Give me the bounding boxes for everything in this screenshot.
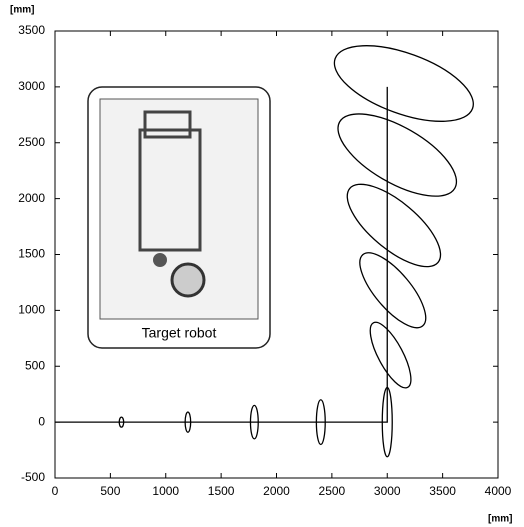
x-tick-label: 1000 <box>152 484 179 498</box>
y-tick-label: 3000 <box>18 79 45 93</box>
y-tick-label: 1500 <box>18 247 45 261</box>
y-axis-label: [mm] <box>10 5 34 16</box>
x-tick-label: 4000 <box>485 484 512 498</box>
y-tick-label: 3500 <box>18 23 45 37</box>
y-tick-label: 2000 <box>18 191 45 205</box>
robot-wheel <box>153 253 167 267</box>
x-tick-label: 3000 <box>374 484 401 498</box>
inset: Target robot <box>88 87 270 348</box>
x-tick-label: 1500 <box>208 484 235 498</box>
inset-label: Target robot <box>142 325 217 341</box>
uncertainty-ellipse <box>363 317 419 393</box>
x-tick-label: 0 <box>52 484 59 498</box>
uncertainty-ellipse <box>349 243 436 337</box>
x-tick-label: 500 <box>100 484 120 498</box>
chart: [mm] [mm] Target robot 0 500 1000 1500 2000 2… <box>0 0 524 527</box>
y-tick-label: 2500 <box>18 135 45 149</box>
x-tick-label: 3500 <box>429 484 456 498</box>
x-tick-label: 2500 <box>319 484 346 498</box>
x-axis-label: [mm] <box>488 514 512 525</box>
y-tick-label: 0 <box>38 414 45 428</box>
y-tick-label: 500 <box>25 358 45 372</box>
y-tick-label: 1000 <box>18 303 45 317</box>
uncertainty-ellipse <box>335 170 453 280</box>
uncertainty-ellipse <box>325 30 483 137</box>
robot-wheel <box>172 264 204 296</box>
x-tick-label: 2000 <box>263 484 290 498</box>
y-tick-label: -500 <box>21 470 45 484</box>
